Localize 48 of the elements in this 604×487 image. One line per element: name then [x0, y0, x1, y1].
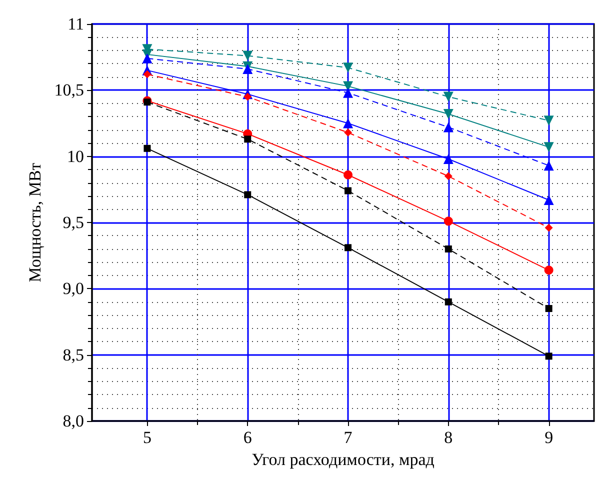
point [244, 191, 252, 198]
x-tick-label: 7 [344, 428, 353, 447]
point [244, 92, 252, 101]
point [242, 64, 253, 74]
point [343, 118, 354, 128]
x-axis-title: Угол расходимости, мрад [252, 450, 435, 469]
point [444, 245, 452, 252]
point [544, 116, 554, 126]
point [443, 92, 454, 102]
point [444, 172, 452, 180]
y-tick-label: 9,5 [62, 213, 84, 232]
point [544, 266, 554, 275]
point [142, 44, 152, 54]
point [545, 352, 552, 360]
y-tick-label: 8,0 [62, 412, 84, 430]
point [544, 195, 554, 206]
y-tick-label: 10 [67, 146, 84, 166]
point [344, 128, 352, 137]
point [343, 81, 354, 92]
point [544, 224, 553, 232]
point [143, 70, 152, 78]
x-tick-label: 6 [243, 428, 252, 447]
point [344, 244, 352, 252]
point [443, 108, 454, 119]
point [144, 144, 151, 152]
point [444, 216, 453, 226]
x-tick-label: 8 [444, 428, 453, 447]
x-tick-label: 9 [544, 428, 554, 447]
point [343, 62, 354, 73]
y-tick-label: 10,5 [54, 80, 84, 100]
point [544, 142, 554, 152]
point [344, 170, 353, 180]
point [444, 298, 452, 306]
y-axis-title: Мощность, МВт [25, 162, 44, 282]
point [443, 122, 454, 132]
point [544, 160, 554, 171]
point [242, 50, 253, 61]
point [144, 98, 151, 106]
point [545, 305, 552, 312]
point [344, 187, 352, 194]
point [142, 53, 152, 64]
point [343, 88, 354, 98]
point [443, 154, 454, 164]
point [244, 136, 252, 143]
y-tick-label: 8,5 [62, 345, 84, 364]
y-tick-label: 9,0 [62, 279, 84, 298]
x-tick-label: 5 [142, 428, 152, 447]
y-tick-label: 11 [68, 14, 84, 34]
